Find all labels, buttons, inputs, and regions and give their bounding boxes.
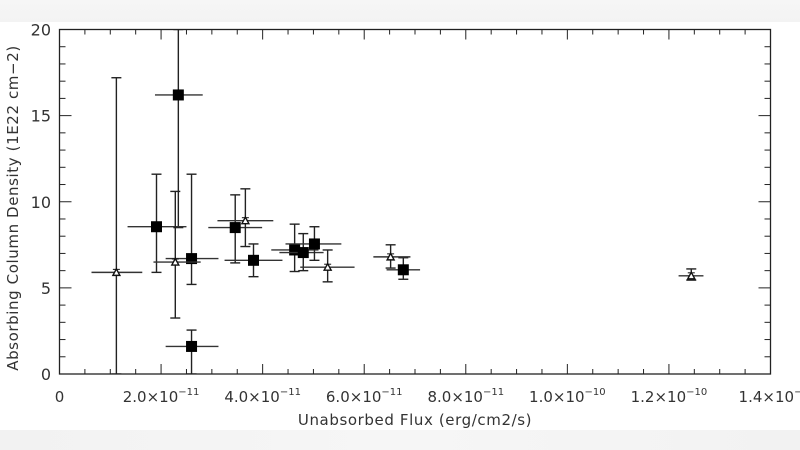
square-marker-icon [297,247,309,259]
triangle-data-point [373,244,411,269]
square-data-point [208,194,263,264]
square-data-point [279,232,324,272]
square-marker-icon [289,244,301,256]
y-tick-label: 5 [41,279,51,298]
triangle-data-point [153,190,201,319]
square-data-point [285,226,342,262]
triangle-data-point [217,188,274,248]
y-tick-label: 20 [31,21,51,40]
x-tick-label: 4.0×10−11 [224,387,301,406]
square-marker-icon [172,89,184,101]
square-marker-icon [248,254,260,266]
y-axis-label: Absorbing Column Density (1E22 cm−2) [4,45,22,371]
bottom-background-band [0,430,800,450]
top-background-band [0,0,800,22]
triangle-marker-icon [170,257,180,266]
axis-ticks [59,29,771,375]
x-tick-label: 1.0×10−10 [529,387,606,406]
square-data-point [386,257,421,280]
square-data-point [224,243,283,278]
y-tick-label: 0 [41,365,51,384]
square-data-point [271,223,319,273]
x-axis-label: Unabsorbed Flux (erg/cm2/s) [298,411,532,429]
triangle-marker-icon [322,262,333,271]
triangle-marker-icon [240,215,251,225]
plot-frame [58,28,772,375]
x-tick-label: 0 [55,388,65,406]
triangle-data-point [678,268,704,281]
data-points [91,29,704,374]
square-data-point [165,329,219,374]
square-marker-icon [229,222,241,234]
x-tick-label: 1.4×10− [739,387,800,406]
triangle-data-point [300,249,355,283]
square-marker-icon [186,340,198,352]
square-marker-icon [397,264,409,276]
y-tick-label: 10 [31,193,51,212]
x-tick-label: 8.0×10−11 [427,387,504,406]
triangle-marker-icon [385,251,396,261]
triangle-data-point [91,77,143,374]
square-data-point [154,29,203,229]
triangle-marker-icon [111,267,122,277]
x-tick-label: 6.0×10−11 [326,387,403,406]
square-marker-icon [151,221,163,233]
square-marker-icon [186,253,198,265]
square-data-point [127,173,187,274]
square-marker-icon [308,238,320,250]
y-tick-label: 15 [31,107,51,126]
axis-tick-labels: 0 2.0×10−11 4.0×10−11 6.0×10−11 8.0×10−11 1.0… [31,21,800,407]
x-tick-label: 2.0×10−11 [123,387,200,406]
triangle-marker-icon [686,270,696,280]
x-tick-label: 1.2×10−10 [631,387,708,406]
